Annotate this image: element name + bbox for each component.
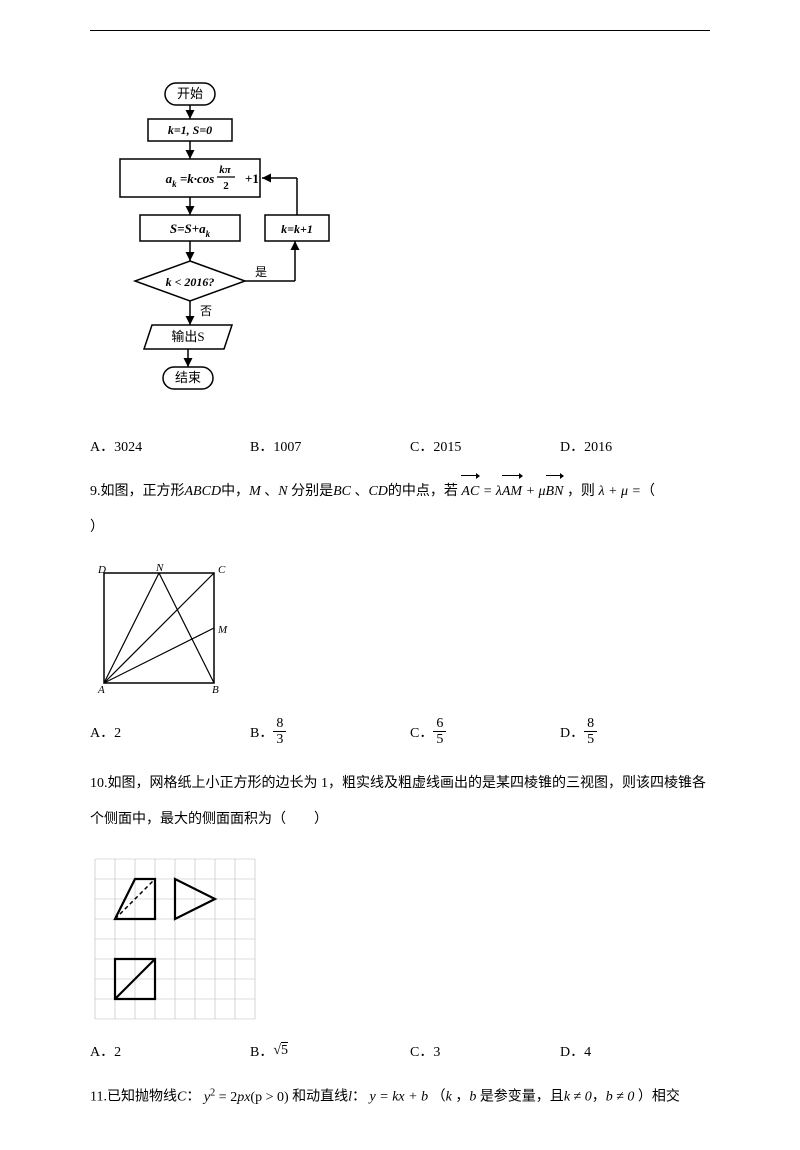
flow-yes: 是 xyxy=(255,265,267,279)
svg-text:M: M xyxy=(217,624,228,636)
flow-output: 输出S xyxy=(171,329,204,344)
flow-init: k=1, S=0 xyxy=(168,123,212,137)
q9-diagram: D N C M A B xyxy=(90,561,710,706)
q9-options: A．2 B． 83 C． 65 D． 85 xyxy=(90,716,710,748)
q8-opt-c: C．2015 xyxy=(410,436,560,456)
q9-opt-b: B． 83 xyxy=(250,716,410,748)
svg-text:B: B xyxy=(212,684,219,696)
vec-bn: BN xyxy=(546,474,564,510)
flow-no: 否 xyxy=(200,304,212,318)
flowchart-diagram: 开始 k=1, S=0 ak =k·cos kπ 2 +1 S=S+ak k <… xyxy=(110,81,710,426)
q10-opt-b: B． √5 xyxy=(250,1041,410,1061)
q10-opt-a: A．2 xyxy=(90,1041,250,1061)
q10-opt-c: C．3 xyxy=(410,1041,560,1061)
svg-text:D: D xyxy=(97,564,106,576)
q8-opt-b: B．1007 xyxy=(250,436,410,456)
svg-text:N: N xyxy=(155,562,164,574)
page-header-line xyxy=(90,30,710,31)
q9-text: 9.如图，正方形ABCD中，M 、N 分别是BC 、CD的中点，若 AC = λ… xyxy=(90,474,710,547)
q11-text: 11.已知抛物线C： y2 = 2px(p > 0) 和动直线l： y = kx… xyxy=(90,1079,710,1116)
svg-text:+1: +1 xyxy=(245,171,259,186)
q8-options: A．3024 B．1007 C．2015 D．2016 xyxy=(90,436,710,456)
q10-opt-d: D．4 xyxy=(560,1041,591,1061)
flow-inc: k=k+1 xyxy=(281,222,313,236)
q10-diagram xyxy=(90,854,710,1029)
q8-opt-a: A．3024 xyxy=(90,436,250,456)
q8-opt-d: D．2016 xyxy=(560,436,612,456)
q10-options: A．2 B． √5 C．3 D．4 xyxy=(90,1041,710,1061)
svg-text:A: A xyxy=(97,684,105,696)
vec-am: AM xyxy=(502,474,522,510)
flow-cond: k < 2016? xyxy=(166,275,215,289)
q9-opt-c: C． 65 xyxy=(410,716,560,748)
q10-text: 10.如图，网格纸上小正方形的边长为 1，粗实线及粗虚线画出的是某四棱锥的三视图… xyxy=(90,766,710,839)
vec-ac: AC xyxy=(461,474,479,510)
svg-text:kπ: kπ xyxy=(219,164,232,176)
svg-text:2: 2 xyxy=(223,180,229,192)
svg-text:C: C xyxy=(218,564,226,576)
flow-start: 开始 xyxy=(177,86,203,101)
q9-opt-d: D． 85 xyxy=(560,716,597,748)
flow-end: 结束 xyxy=(175,370,201,385)
q9-opt-a: A．2 xyxy=(90,716,250,748)
